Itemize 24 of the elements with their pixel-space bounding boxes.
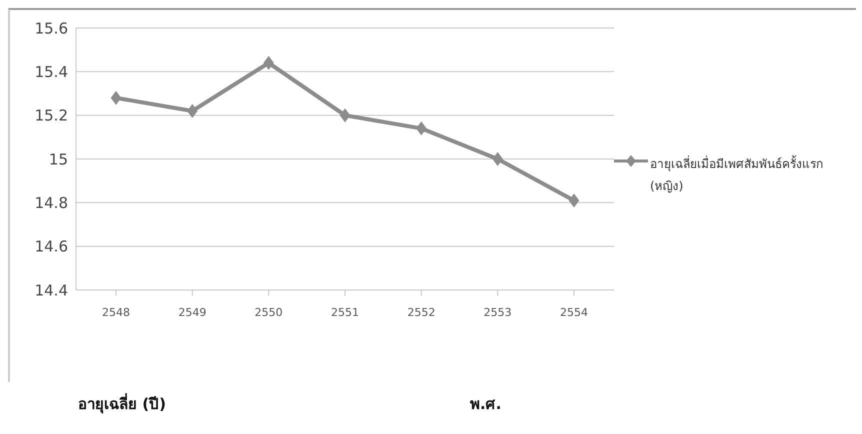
x-tick-label: 2553 xyxy=(484,306,512,319)
text: อายุเฉลี่ย (ปี) xyxy=(78,392,166,416)
y-tick-label: 14.4 xyxy=(34,281,68,300)
x-tick-label: 2551 xyxy=(331,306,359,319)
point xyxy=(568,193,580,208)
point xyxy=(340,108,350,122)
point xyxy=(187,104,198,118)
legend-label: อายุเฉลี่ยเมื่อมีเพศสัมพันธ์ครั้งแรก (หญิง) xyxy=(650,154,824,195)
y-tick-label: 14.8 xyxy=(34,194,68,212)
y-tick-label: 15.6 xyxy=(34,19,68,38)
x-tick-label: 2548 xyxy=(102,306,130,319)
point xyxy=(416,121,427,136)
x-tick-label: 2554 xyxy=(560,306,588,319)
x-tick-label: 2550 xyxy=(254,306,283,319)
point xyxy=(492,152,503,166)
y-tick-label: 14.6 xyxy=(34,238,68,256)
x-tick-label: 2552 xyxy=(407,306,436,319)
text: พ.ศ. xyxy=(470,394,502,415)
y-tick-label: 15 xyxy=(48,150,68,168)
y-tick-label: 15.4 xyxy=(34,62,68,81)
y-tick-label: 15.2 xyxy=(34,106,68,125)
x-tick-label: 2549 xyxy=(178,306,206,319)
point xyxy=(263,56,274,70)
point xyxy=(110,90,122,105)
